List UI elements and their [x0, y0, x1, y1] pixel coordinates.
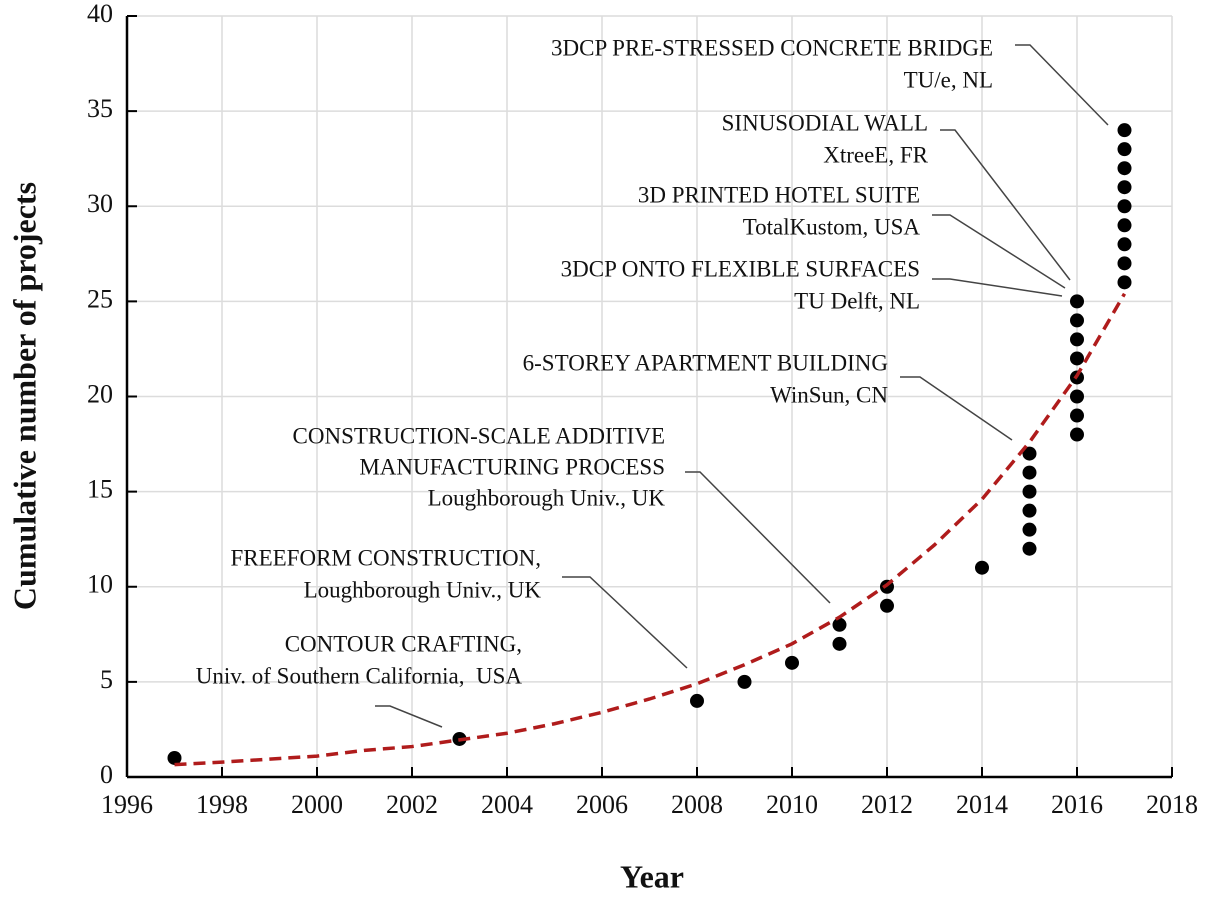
x-tick-label: 1998 — [196, 790, 248, 819]
y-tick-label: 30 — [87, 189, 113, 218]
x-tick-label: 2018 — [1146, 790, 1198, 819]
data-point — [1117, 161, 1132, 176]
data-point — [1070, 427, 1084, 442]
data-point — [785, 655, 799, 670]
data-point — [1070, 332, 1084, 347]
data-point — [1070, 294, 1084, 309]
data-point — [832, 617, 847, 632]
annotation-text: SINUSODIAL WALL — [722, 110, 928, 135]
x-tick-label: 2012 — [861, 790, 913, 819]
annotation-text: Loughborough Univ., UK — [304, 577, 542, 602]
data-point — [975, 560, 989, 575]
annotation-text: 6-STOREY APARTMENT BUILDING — [523, 350, 888, 375]
leader-line — [932, 278, 1063, 297]
annotation-text: 3D PRINTED HOTEL SUITE — [638, 182, 920, 207]
annotation-text: 3DCP ONTO FLEXIBLE SURFACES — [561, 256, 920, 281]
annotation: 3DCP PRE-STRESSED CONCRETE BRIDGE TU/e, N… — [551, 35, 1109, 126]
x-tick-label: 2004 — [481, 790, 533, 819]
annotation-text: WinSun, CN — [770, 382, 888, 407]
annotation-text: Univ. of Southern California, USA — [196, 663, 523, 688]
leader-line — [940, 129, 1071, 281]
y-tick-label: 0 — [100, 760, 113, 789]
y-axis-title: Cumulative number of projects — [6, 182, 42, 610]
data-point — [690, 693, 704, 708]
data-point — [1117, 237, 1132, 252]
y-tick-label: 35 — [87, 94, 113, 123]
data-point — [1022, 541, 1037, 556]
x-tick-label: 2010 — [766, 790, 818, 819]
annotation-text: MANUFACTURING PROCESS — [359, 454, 665, 479]
data-point — [1117, 142, 1132, 157]
x-tick-label: 2016 — [1051, 790, 1103, 819]
leader-line — [685, 471, 831, 604]
trend-line — [174, 292, 1127, 767]
annotation: 6-STOREY APARTMENT BUILDING WinSun, CN — [523, 350, 1013, 441]
data-point — [1070, 351, 1084, 366]
y-tick-label: 20 — [87, 379, 113, 408]
annotation: CONTOUR CRAFTING, Univ. of Southern Calif… — [196, 631, 523, 728]
data-point — [1117, 199, 1132, 214]
data-point — [1022, 446, 1037, 461]
leader-line — [562, 576, 688, 669]
data-point — [880, 598, 894, 613]
annotation-text: XtreeE, FR — [823, 142, 928, 167]
data-point — [1022, 503, 1037, 518]
y-tick-label: 25 — [87, 284, 113, 313]
x-tick-label: 2014 — [956, 790, 1008, 819]
data-point — [1022, 465, 1037, 480]
y-tick-label: 40 — [87, 0, 113, 28]
data-point — [737, 674, 752, 689]
data-point — [1117, 256, 1132, 271]
leader-line — [932, 214, 1066, 289]
leader-line — [375, 705, 443, 728]
x-axis-title: Year — [620, 858, 684, 894]
data-point — [832, 636, 847, 651]
y-tick-label: 10 — [87, 570, 113, 599]
leader-line — [1015, 44, 1109, 126]
x-tick-label: 2000 — [291, 790, 343, 819]
annotation-text: 3DCP PRE-STRESSED CONCRETE BRIDGE — [551, 35, 993, 60]
data-point — [1022, 522, 1037, 537]
y-tick-label: 15 — [87, 475, 113, 504]
y-tick-label: 5 — [100, 665, 113, 694]
annotation-text: FREEFORM CONSTRUCTION, — [230, 545, 541, 570]
data-point — [1070, 313, 1084, 328]
annotation-text: TU Delft, NL — [794, 288, 920, 313]
x-tick-label: 2008 — [671, 790, 723, 819]
x-tick-label: 2006 — [576, 790, 628, 819]
data-point — [1022, 484, 1037, 499]
annotation: 3DCP ONTO FLEXIBLE SURFACES TU Delft, NL — [561, 256, 1063, 313]
x-tick-label: 2002 — [386, 790, 438, 819]
annotation: FREEFORM CONSTRUCTION, Loughborough Univ.… — [230, 545, 688, 669]
data-point — [1117, 180, 1132, 195]
data-point — [167, 750, 182, 765]
annotation: SINUSODIAL WALL XtreeE, FR — [722, 110, 1071, 281]
x-tick-label: 1996 — [101, 790, 153, 819]
annotation-text: Loughborough Univ., UK — [428, 485, 666, 510]
annotation: 3D PRINTED HOTEL SUITE TotalKustom, USA — [638, 182, 1066, 289]
annotation-text: TotalKustom, USA — [743, 214, 921, 239]
data-point — [1117, 218, 1132, 233]
annotation: CONSTRUCTION-SCALE ADDITIVE MANUFACTURING… — [293, 423, 831, 604]
annotation-text: CONSTRUCTION-SCALE ADDITIVE — [293, 423, 665, 448]
data-point — [1117, 123, 1132, 138]
data-point — [1117, 275, 1132, 290]
data-point — [1070, 389, 1084, 404]
annotation-text: CONTOUR CRAFTING, — [285, 631, 522, 656]
data-point — [1070, 408, 1084, 423]
annotation-text: TU/e, NL — [904, 67, 993, 92]
leader-line — [900, 376, 1013, 441]
